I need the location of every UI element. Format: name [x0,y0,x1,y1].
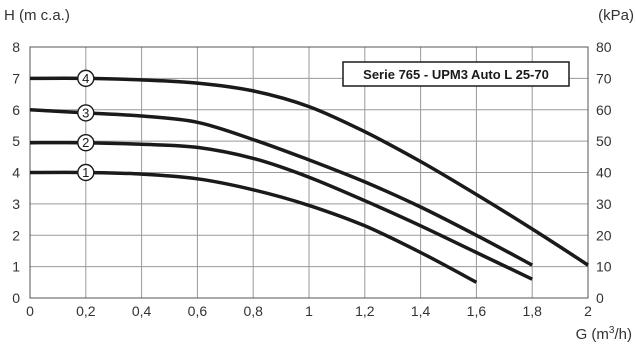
x-tick-label: 1,6 [467,303,487,319]
x-tick-label: 2 [584,303,592,319]
y-tick-label-left: 6 [12,102,20,118]
y-tick-label-right: 40 [596,165,612,181]
x-axis-label-main: G (m [576,326,609,343]
curve-marker-label-1: 1 [82,165,89,180]
tick-labels: 0 0,2 0,4 0,6 0,8 1 1,2 1,4 1,6 1,8 20123456780102… [12,39,612,319]
x-tick-label: 0,6 [188,303,208,319]
curve-marker-label-2: 2 [82,135,89,150]
x-tick-label: 0 [26,303,34,319]
y-tick-label-left: 8 [12,39,20,55]
x-tick-label: 1,4 [411,303,431,319]
curve-marker-label-4: 4 [82,71,89,86]
x-tick-label: 0,2 [76,303,96,319]
title-box-frame [342,61,570,87]
y-tick-label-left: 1 [12,259,20,275]
y-tick-label-right: 0 [596,290,604,306]
y-tick-label-right: 20 [596,227,612,243]
curve-marker-label-3: 3 [82,105,89,120]
curve-1 [29,170,478,284]
x-tick-label: 0,4 [132,303,152,319]
y-tick-label-left: 3 [12,196,20,212]
x-tick-label: 1 [305,303,313,319]
curves [29,76,589,284]
y-axis-label-right: (kPa) [598,7,634,24]
curve-marker-2 [77,133,95,152]
curve-4 [29,76,589,267]
y-tick-label-right: 70 [596,70,612,86]
y-tick-label-left: 0 [12,290,20,306]
chart-title-box: Serie 765 - UPM3 Auto L 25-70 [342,61,570,87]
x-tick-label: 1,2 [355,303,375,319]
y-axis-label-left: H (m c.a.) [4,7,70,24]
y-tick-label-right: 50 [596,133,612,149]
y-tick-label-left: 2 [12,227,20,243]
y-tick-label-right: 60 [596,102,612,118]
curve-2 [29,140,533,281]
curve-markers: 1 2 3 4 [77,69,95,182]
y-tick-label-left: 7 [12,70,20,86]
x-tick-label: 1,8 [522,303,542,319]
y-tick-label-right: 30 [596,196,612,212]
x-axis-label-superscript: 3 [609,325,615,336]
x-tick-label: 0,8 [243,303,263,319]
curve-3 [29,108,534,267]
x-axis-label: G (m3/h) [576,325,632,343]
curve-marker-1 [77,163,95,182]
y-tick-label-right: 10 [596,259,612,275]
y-tick-label-right: 80 [596,39,612,55]
curve-marker-4 [77,69,95,88]
chart-title: Serie 765 - UPM3 Auto L 25-70 [363,67,549,82]
y-tick-label-left: 5 [12,133,20,149]
curve-marker-3 [77,104,95,122]
y-tick-label-left: 4 [12,165,20,181]
x-axis-label-tail: /h) [614,326,632,343]
